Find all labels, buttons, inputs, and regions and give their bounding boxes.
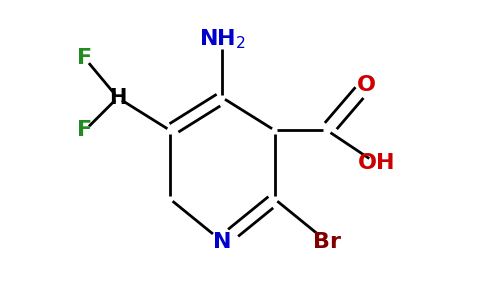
Text: Br: Br — [313, 232, 341, 252]
Text: OH: OH — [357, 153, 395, 173]
Text: H: H — [109, 88, 126, 108]
Text: F: F — [77, 48, 92, 68]
Text: O: O — [357, 75, 376, 94]
Text: NH$_2$: NH$_2$ — [199, 27, 246, 51]
Text: F: F — [77, 120, 92, 140]
Text: N: N — [213, 232, 232, 252]
